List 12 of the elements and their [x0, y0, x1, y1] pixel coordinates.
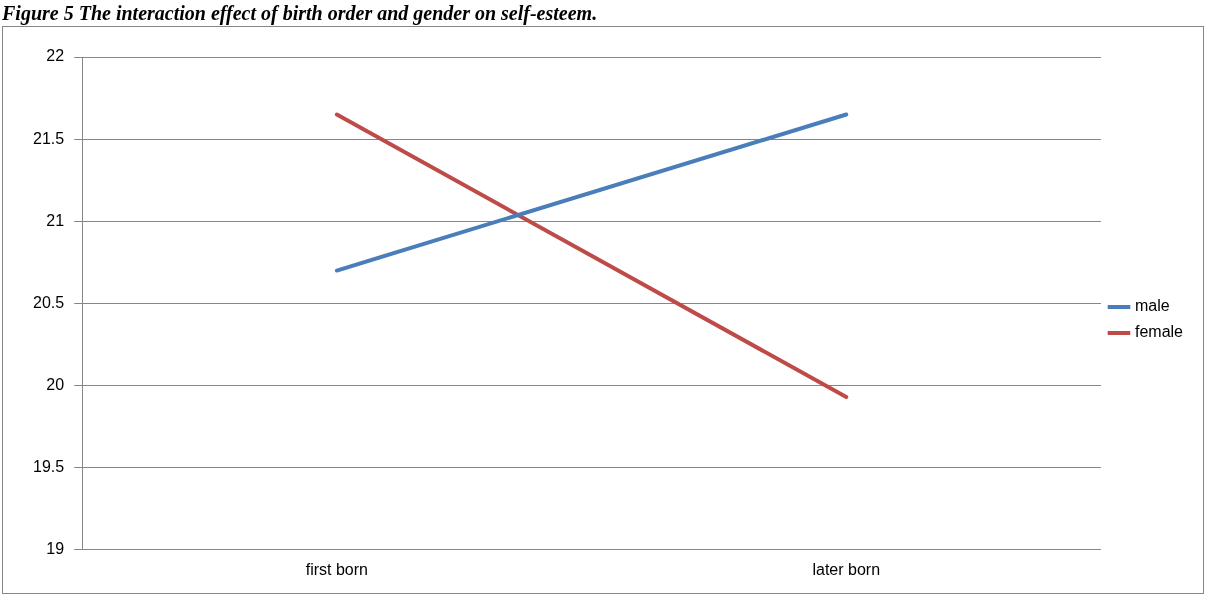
y-tick-label: 19.5 [33, 458, 65, 476]
y-tick-label: 20 [46, 375, 65, 393]
chart-title: Figure 5 The interaction effect of birth order and gender on self-esteem. [1, 1, 599, 26]
x-tick-label: first born [305, 560, 368, 578]
legend-label: male [1134, 297, 1170, 315]
x-tick-label: later born [812, 560, 881, 578]
y-tick-label: 21 [46, 211, 65, 229]
legend-label: female [1134, 323, 1184, 341]
y-tick-label: 20.5 [33, 293, 65, 311]
y-tick-label: 22 [46, 47, 65, 65]
y-tick-label: 21.5 [33, 129, 65, 147]
y-tick-label: 19 [46, 540, 65, 558]
